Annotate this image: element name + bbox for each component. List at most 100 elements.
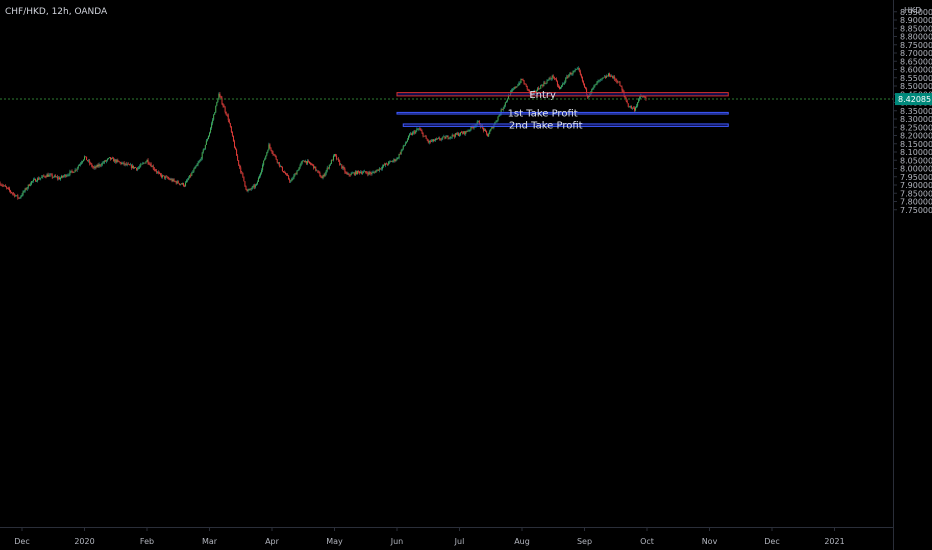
candle-body: [80, 162, 82, 164]
candle-body: [236, 149, 238, 156]
candle-body: [156, 172, 158, 173]
candle-body: [498, 115, 500, 117]
candle-body: [70, 170, 72, 172]
candle-body: [86, 156, 88, 161]
candle-body: [150, 164, 152, 167]
candle-body: [556, 81, 558, 86]
candle-body: [569, 72, 571, 75]
candle-body: [14, 193, 16, 197]
candle-body: [620, 85, 622, 87]
candle-body: [101, 162, 103, 166]
candle-body: [310, 163, 312, 165]
candle-body: [292, 178, 294, 180]
candle-body: [135, 167, 137, 168]
candle-body: [518, 83, 520, 86]
price-tick-label: 8.55000: [900, 74, 932, 83]
time-tick-label: Oct: [640, 537, 654, 546]
candle-body: [356, 170, 358, 175]
candle-body: [503, 105, 505, 108]
candle-body: [591, 88, 593, 93]
candle-body: [129, 164, 131, 166]
candle-body: [396, 158, 398, 160]
candle-body: [442, 136, 444, 139]
candle-body: [441, 138, 443, 140]
candle-body: [601, 78, 603, 79]
zone-box[interactable]: [396, 111, 729, 115]
candle-body: [636, 105, 638, 108]
candle-body: [571, 73, 573, 75]
candle-body: [317, 170, 319, 172]
candle-body: [226, 114, 228, 116]
candle-body: [124, 163, 126, 165]
candle-body: [516, 86, 518, 88]
candle-body: [187, 179, 189, 181]
candle-body: [139, 166, 141, 168]
candle-body: [122, 162, 124, 164]
candle-body: [363, 171, 365, 173]
candle-body: [199, 159, 201, 162]
candle-body: [407, 135, 409, 140]
candle-body: [36, 181, 38, 182]
candle-body: [393, 159, 395, 161]
candle-body: [2, 185, 4, 187]
candle-body: [301, 160, 303, 163]
candle-body: [245, 185, 247, 190]
candle-body: [409, 134, 410, 136]
candle-body: [318, 171, 320, 173]
time-tick-label: Feb: [140, 537, 154, 546]
candle-body: [164, 175, 166, 179]
candle-body: [449, 136, 451, 139]
candle-body: [138, 167, 140, 169]
candle-body: [211, 123, 213, 128]
candle-body: [17, 195, 19, 198]
candle-body: [616, 80, 618, 83]
candle-body: [169, 178, 171, 180]
candle-body: [268, 144, 270, 151]
candle-body: [221, 98, 223, 105]
candle-body: [100, 165, 102, 166]
candle-body: [476, 121, 478, 125]
candle-body: [344, 168, 346, 173]
candle-body: [542, 85, 544, 86]
candle-body: [486, 131, 488, 134]
candle-body: [147, 159, 149, 164]
candle-body: [285, 172, 287, 175]
candle-body: [79, 163, 81, 165]
candle-body: [565, 78, 567, 83]
price-tick-label: 7.75000: [900, 206, 932, 215]
candle-body: [428, 140, 430, 143]
candle-body: [119, 161, 121, 163]
candle-body: [305, 161, 307, 164]
candle-body: [621, 86, 623, 91]
candle-body: [504, 102, 506, 106]
candle-body: [594, 84, 596, 87]
candle-body: [515, 86, 517, 88]
time-axis[interactable]: Dec 2020 Feb Mar Apr May Jun Jul Aug Sep Oct Nov Dec…: [14, 527, 845, 546]
candle-body: [417, 129, 419, 130]
candle-body: [559, 86, 560, 89]
price-tick-label: 8.90000: [900, 16, 932, 25]
candle-body: [57, 177, 59, 179]
candle-body: [332, 155, 334, 161]
candle-body: [68, 174, 70, 176]
candle-body: [284, 172, 285, 174]
candle-body: [197, 162, 199, 165]
candle-body: [299, 164, 301, 168]
candle-body: [624, 95, 626, 99]
candle-body: [388, 161, 390, 165]
candle-body: [575, 69, 577, 70]
zone-box[interactable]: [402, 123, 729, 127]
candle-body: [526, 85, 528, 90]
candle-body: [580, 74, 582, 77]
current-price-label: 8.42085: [898, 95, 931, 104]
candle-body: [607, 73, 609, 77]
zone-box[interactable]: [396, 92, 729, 97]
candle-body: [643, 96, 645, 98]
candle-body: [175, 181, 177, 184]
candle-body: [465, 131, 467, 135]
price-tick-label: 8.65000: [900, 57, 932, 66]
candle-body: [42, 175, 44, 177]
candle-body: [244, 181, 246, 186]
